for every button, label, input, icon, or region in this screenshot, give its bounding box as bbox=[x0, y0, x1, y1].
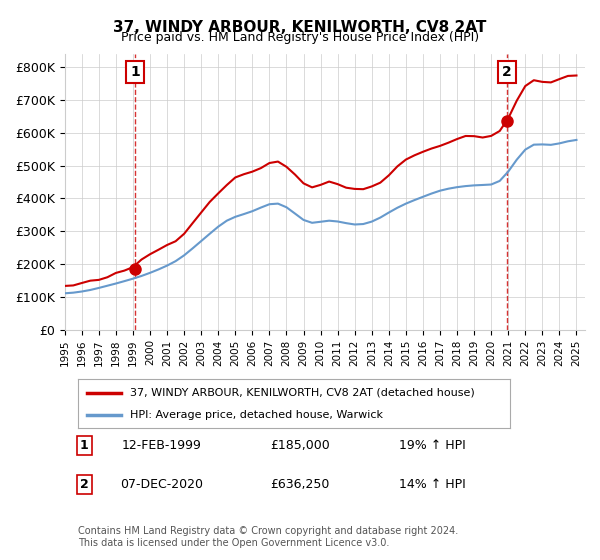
Text: 37, WINDY ARBOUR, KENILWORTH, CV8 2AT (detached house): 37, WINDY ARBOUR, KENILWORTH, CV8 2AT (d… bbox=[130, 388, 475, 398]
Text: Price paid vs. HM Land Registry's House Price Index (HPI): Price paid vs. HM Land Registry's House … bbox=[121, 31, 479, 44]
Text: Contains HM Land Registry data © Crown copyright and database right 2024.
This d: Contains HM Land Registry data © Crown c… bbox=[78, 526, 458, 548]
Text: 1: 1 bbox=[130, 65, 140, 79]
Text: 2: 2 bbox=[80, 478, 88, 491]
Text: 14% ↑ HPI: 14% ↑ HPI bbox=[398, 478, 466, 491]
Text: 12-FEB-1999: 12-FEB-1999 bbox=[122, 438, 202, 452]
Text: 2: 2 bbox=[502, 65, 512, 79]
Text: 07-DEC-2020: 07-DEC-2020 bbox=[121, 478, 203, 491]
Text: 37, WINDY ARBOUR, KENILWORTH, CV8 2AT: 37, WINDY ARBOUR, KENILWORTH, CV8 2AT bbox=[113, 20, 487, 35]
Text: £636,250: £636,250 bbox=[271, 478, 329, 491]
Text: 19% ↑ HPI: 19% ↑ HPI bbox=[398, 438, 466, 452]
Text: HPI: Average price, detached house, Warwick: HPI: Average price, detached house, Warw… bbox=[130, 409, 383, 419]
Text: £185,000: £185,000 bbox=[270, 438, 330, 452]
Text: 1: 1 bbox=[80, 438, 88, 452]
